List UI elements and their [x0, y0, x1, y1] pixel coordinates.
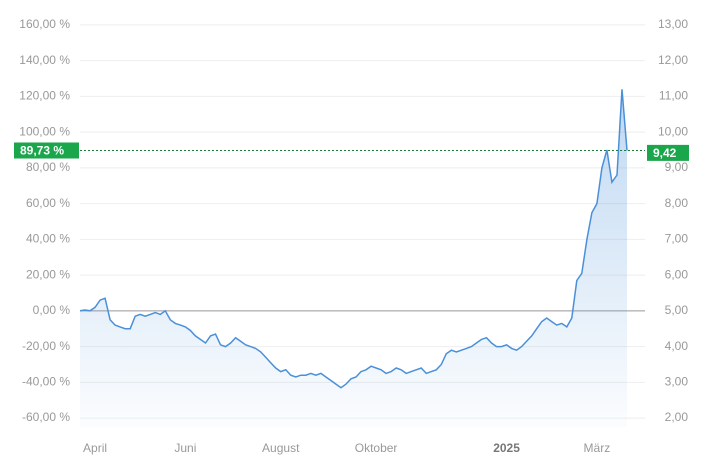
- y-tick-label: 120,00 %: [19, 89, 70, 103]
- x-tick-label: März: [584, 441, 611, 455]
- x-tick-label: August: [262, 441, 300, 455]
- last-price-tag: 9,42: [647, 144, 689, 161]
- x-tick-label: Oktober: [355, 441, 398, 455]
- y-tick-label: 160,00 %: [19, 17, 70, 31]
- y-tick-label: 140,00 %: [19, 53, 70, 67]
- y2-tick-label: 8,00: [665, 196, 689, 210]
- y-tick-label: -20,00 %: [22, 339, 70, 353]
- y2-tick-label: 6,00: [665, 267, 689, 281]
- y-tick-label: 100,00 %: [19, 124, 70, 138]
- y2-tick-label: 2,00: [665, 410, 689, 424]
- last-value-tag: 89,73 %: [14, 142, 79, 159]
- x-tick-label: Juni: [174, 441, 196, 455]
- y2-tick-label: 13,00: [658, 17, 688, 31]
- y2-tick-label: 4,00: [665, 339, 689, 353]
- y2-tick-label: 11,00: [659, 89, 688, 103]
- y-tick-label: 80,00 %: [26, 160, 70, 174]
- area: [80, 89, 627, 428]
- y-tick-label: 0,00 %: [33, 303, 71, 317]
- y2-tick-label: 5,00: [665, 303, 689, 317]
- y2-tick-label: 7,00: [665, 232, 689, 246]
- y-tick-label: -60,00 %: [22, 410, 70, 424]
- last-value-label: 89,73 %: [20, 144, 64, 158]
- line: [79, 89, 628, 389]
- tag-box: [647, 144, 689, 161]
- y-tick-label: -40,00 %: [22, 374, 70, 388]
- x-tick-label: 2025: [493, 441, 520, 455]
- y2-tick-label: 9,00: [665, 160, 689, 174]
- y-tick-label: 40,00 %: [26, 232, 70, 246]
- y-tick-label: 60,00 %: [26, 196, 70, 210]
- y2-tick-label: 12,00: [658, 53, 688, 67]
- y2-tick-label: 10,00: [658, 124, 688, 138]
- last-price-label: 9,42: [653, 146, 677, 160]
- y2-tick-label: 3,00: [665, 374, 689, 388]
- x-tick-label: April: [83, 441, 107, 455]
- y-tick-label: 20,00 %: [26, 267, 70, 281]
- tag-box: [14, 142, 79, 159]
